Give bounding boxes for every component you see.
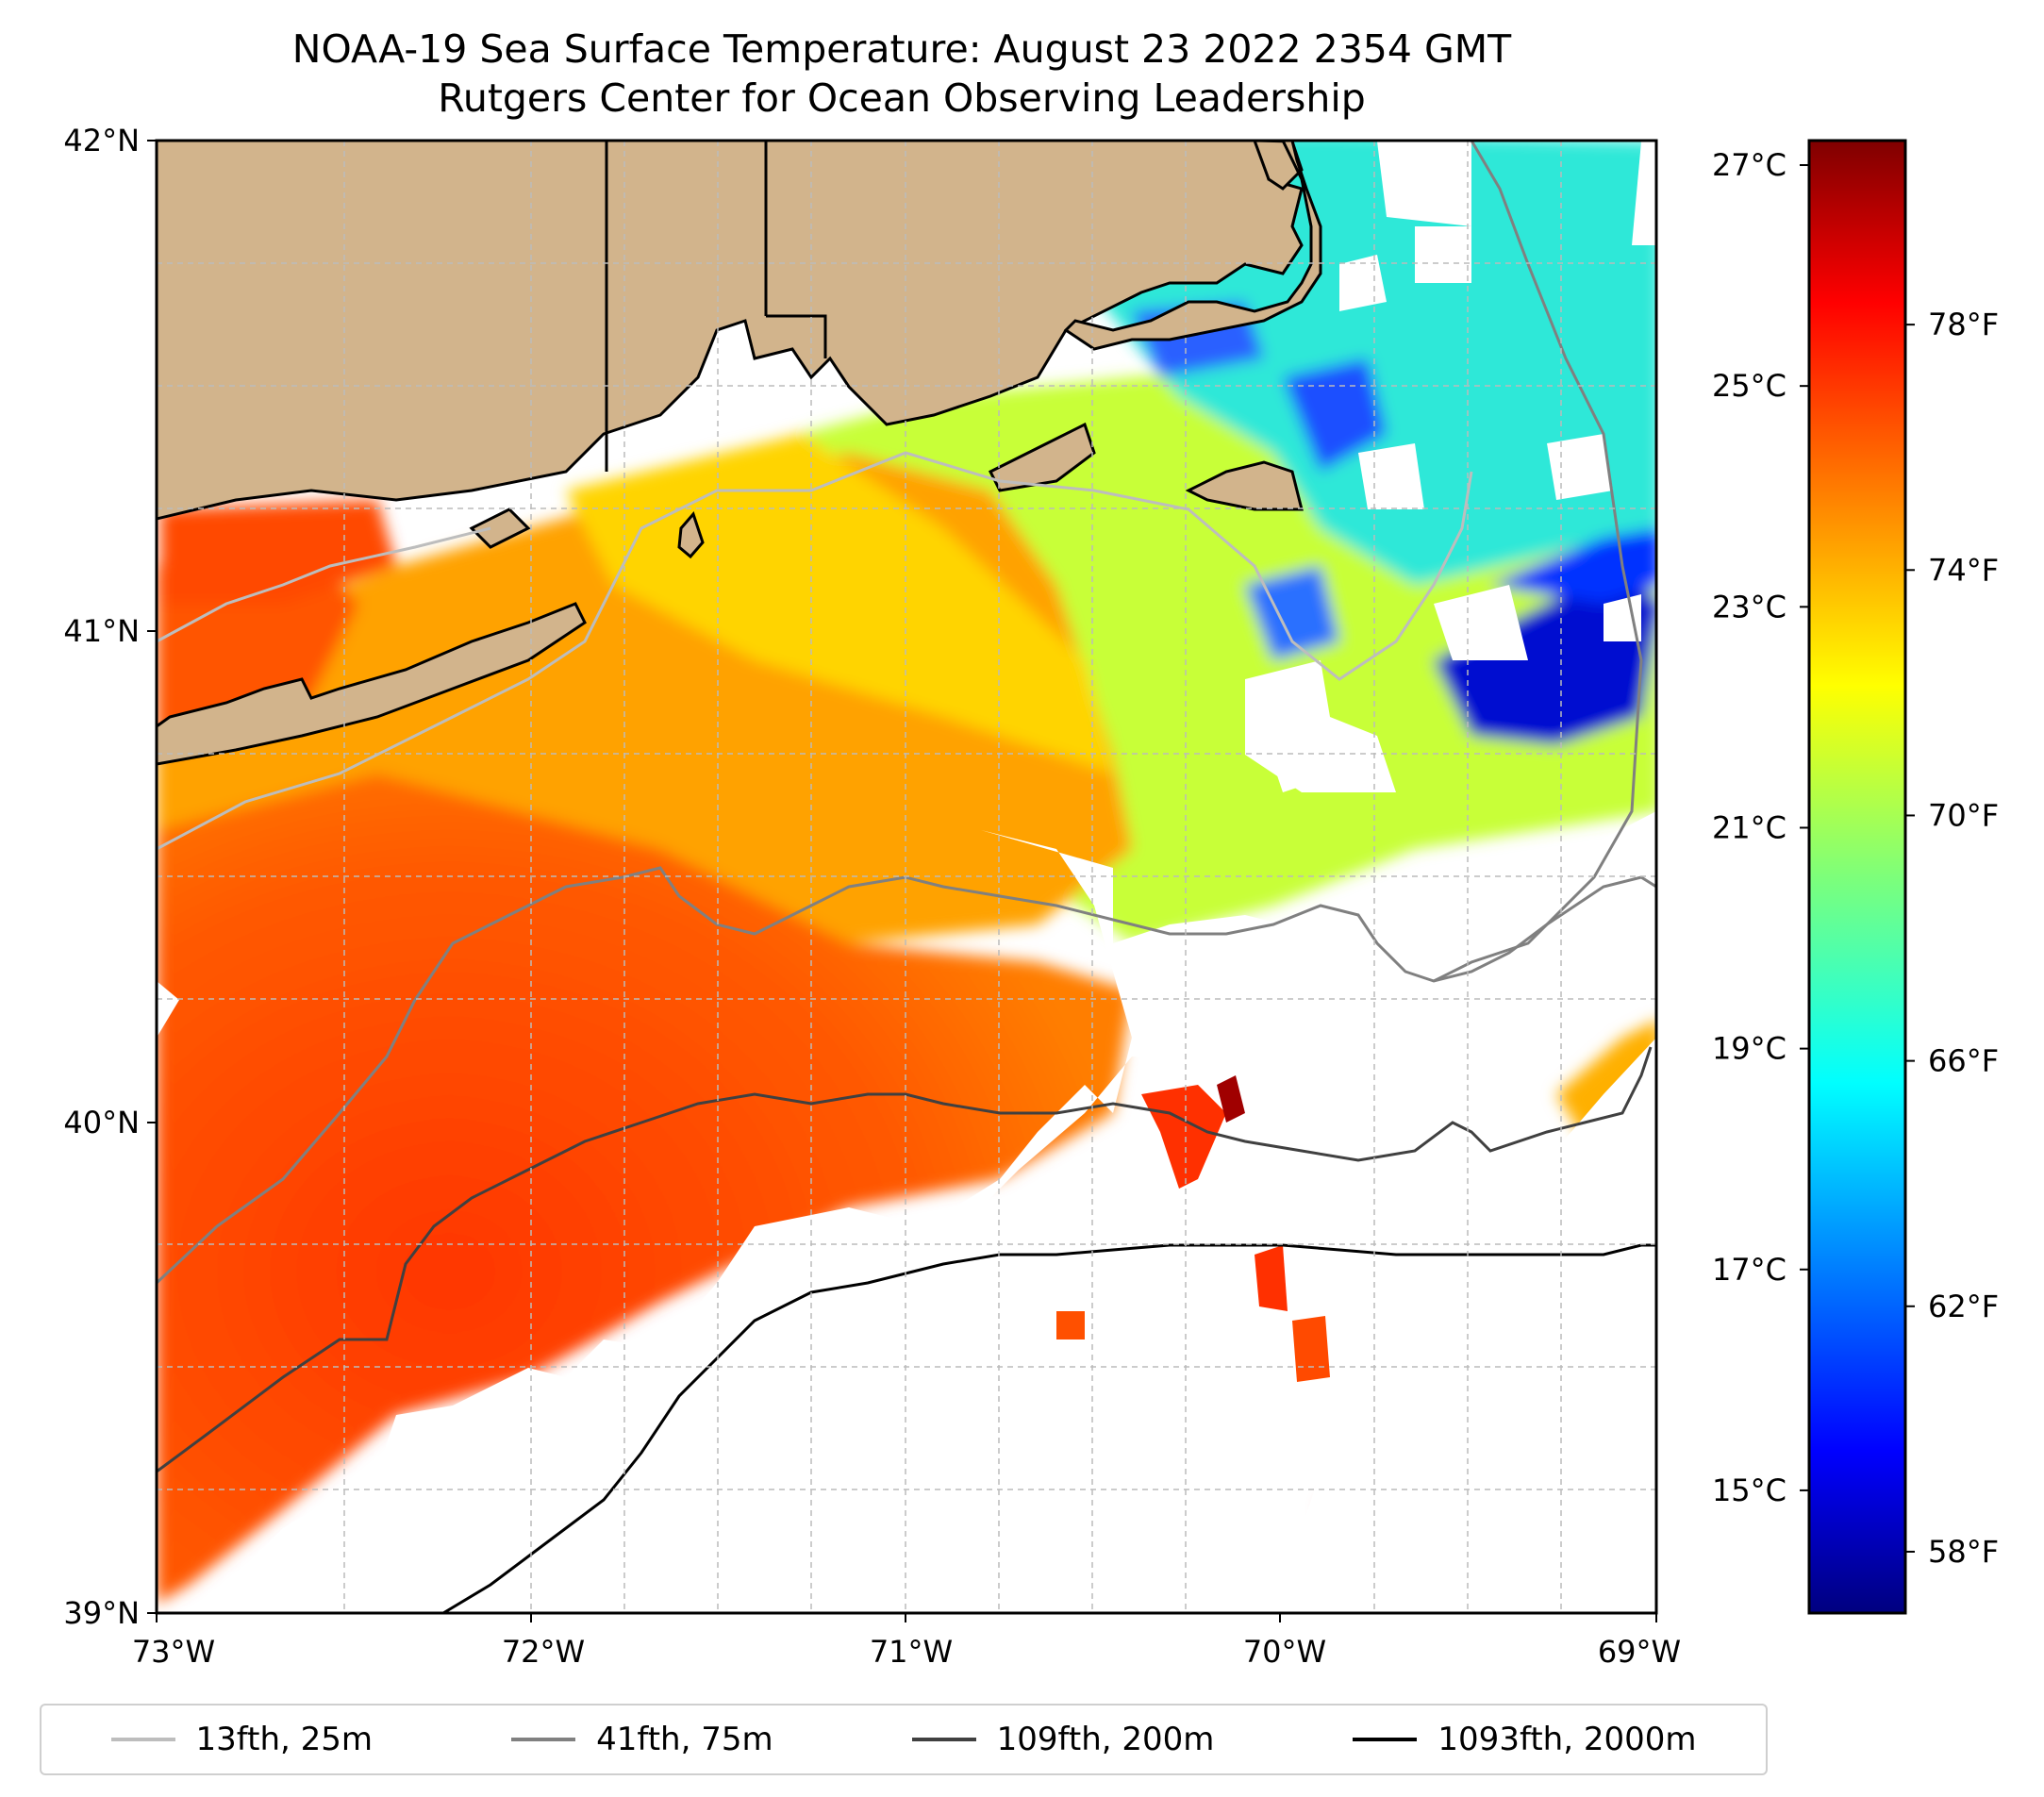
colorbar-celsius-label: 17°C: [1712, 1252, 1786, 1288]
legend-label-75m: 41fth, 75m: [596, 1721, 773, 1758]
legend-item-75m: 41fth, 75m: [511, 1721, 773, 1758]
colorbar-fahrenheit-label: 66°F: [1928, 1043, 1999, 1079]
lon-label-72: 72°W: [502, 1634, 585, 1670]
lat-label-42: 42°N: [63, 123, 140, 158]
colorbar-fahrenheit-label: 62°F: [1928, 1289, 1999, 1324]
legend-item-2000m: 1093fth, 2000m: [1353, 1721, 1696, 1758]
colorbar-celsius-label: 23°C: [1712, 589, 1786, 624]
colorbar-fahrenheit-label: 70°F: [1928, 797, 1999, 833]
colorbar-celsius-scale: 27°C 25°C 23°C 21°C 19°C 17°C 15°C: [1712, 147, 1809, 1508]
state-borders: [605, 141, 827, 472]
lat-label-39: 39°N: [63, 1595, 140, 1631]
colorbar-celsius-label: 15°C: [1712, 1473, 1786, 1508]
legend-line-200m: [911, 1738, 976, 1741]
chart-subtitle: Rutgers Center for Ocean Observing Leade…: [438, 75, 1366, 121]
lon-label-71: 71°W: [870, 1634, 953, 1670]
colorbar-celsius-label: 19°C: [1712, 1031, 1786, 1067]
bathymetry-contours: [157, 141, 1656, 1613]
axis-ticks: [147, 140, 1657, 1622]
colorbar-celsius-label: 25°C: [1712, 368, 1786, 404]
colorbar: 27°C 25°C 23°C 21°C 19°C 17°C 15°C 78°F 74°F 70°…: [1712, 139, 1999, 1615]
land: [157, 141, 1322, 766]
legend-item-25m: 13fth, 25m: [110, 1721, 374, 1758]
colorbar-celsius-label: 21°C: [1712, 809, 1786, 845]
colorbar-fahrenheit-scale: 78°F 74°F 70°F 66°F 62°F 58°F: [1905, 307, 1999, 1570]
lat-label-40: 40°N: [63, 1105, 140, 1140]
colorbar-celsius-label: 27°C: [1712, 147, 1786, 183]
depth-legend: 13fth, 25m 41fth, 75m 109fth, 200m 1093f…: [40, 1704, 1768, 1775]
legend-line-2000m: [1353, 1738, 1418, 1741]
chart-title: NOAA-19 Sea Surface Temperature: August …: [291, 26, 1512, 72]
legend-label-200m: 109fth, 200m: [996, 1721, 1215, 1758]
sst-map: [157, 141, 1656, 1613]
lon-label-73: 73°W: [132, 1634, 215, 1670]
lon-label-69: 69°W: [1598, 1634, 1681, 1670]
legend-label-2000m: 1093fth, 2000m: [1437, 1721, 1697, 1758]
gridlines: [157, 141, 1656, 1613]
legend-label-25m: 13fth, 25m: [195, 1721, 374, 1758]
legend-item-200m: 109fth, 200m: [911, 1721, 1215, 1758]
lat-label-41: 41°N: [63, 613, 140, 649]
legend-line-25m: [110, 1738, 175, 1741]
lon-label-70: 70°W: [1243, 1634, 1326, 1670]
colorbar-fahrenheit-label: 58°F: [1928, 1534, 1999, 1570]
legend-line-75m: [511, 1738, 576, 1741]
colorbar-fahrenheit-label: 78°F: [1928, 307, 1999, 342]
colorbar-gradient: [1807, 139, 1907, 1615]
colorbar-fahrenheit-label: 74°F: [1928, 552, 1999, 588]
